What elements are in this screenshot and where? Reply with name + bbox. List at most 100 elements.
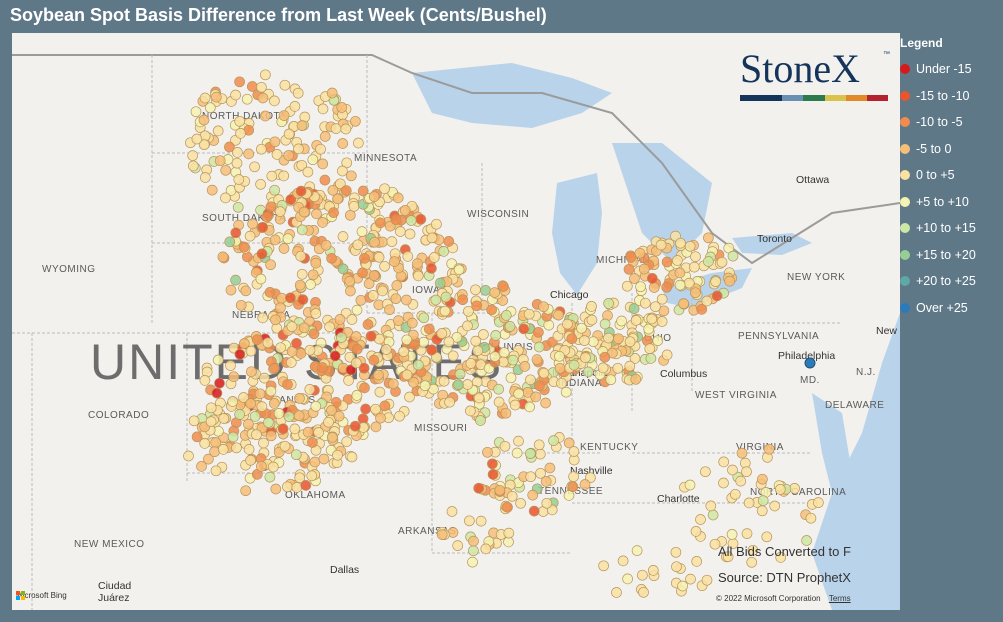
bid-point[interactable] bbox=[211, 387, 223, 399]
bid-point[interactable] bbox=[304, 344, 316, 356]
bid-point[interactable] bbox=[187, 150, 199, 161]
bid-point[interactable] bbox=[357, 185, 369, 197]
bid-point[interactable] bbox=[646, 273, 658, 284]
bid-point[interactable] bbox=[379, 260, 390, 272]
bid-point[interactable] bbox=[380, 344, 392, 355]
bid-point[interactable] bbox=[621, 280, 633, 292]
bid-point[interactable] bbox=[379, 400, 391, 412]
bid-point[interactable] bbox=[567, 481, 579, 493]
bid-point[interactable] bbox=[540, 397, 551, 409]
bid-point[interactable] bbox=[389, 256, 400, 267]
bid-point[interactable] bbox=[444, 396, 455, 408]
bid-point[interactable] bbox=[294, 279, 306, 291]
bid-point[interactable] bbox=[705, 500, 717, 512]
bid-point[interactable] bbox=[423, 323, 435, 335]
bid-point[interactable] bbox=[515, 497, 526, 509]
bid-point[interactable] bbox=[188, 415, 200, 427]
bid-point[interactable] bbox=[454, 368, 466, 380]
bid-point[interactable] bbox=[296, 224, 308, 236]
bid-point[interactable] bbox=[506, 490, 518, 502]
bid-point[interactable] bbox=[310, 257, 322, 269]
bid-point[interactable] bbox=[747, 544, 759, 556]
bid-point[interactable] bbox=[523, 308, 535, 320]
bid-point[interactable] bbox=[447, 350, 459, 362]
bid-point[interactable] bbox=[674, 267, 686, 279]
bid-point[interactable] bbox=[346, 451, 358, 463]
bid-point[interactable] bbox=[525, 471, 537, 483]
legend-item[interactable]: 0 to +5 bbox=[900, 162, 1003, 189]
bid-point[interactable] bbox=[541, 497, 553, 509]
bid-point[interactable] bbox=[183, 450, 194, 462]
bid-point[interactable] bbox=[587, 336, 599, 348]
bid-point[interactable] bbox=[576, 322, 587, 334]
bid-point[interactable] bbox=[302, 426, 314, 438]
bid-point[interactable] bbox=[224, 141, 235, 153]
bid-point[interactable] bbox=[718, 456, 730, 468]
bid-point[interactable] bbox=[234, 115, 246, 127]
bid-point[interactable] bbox=[240, 285, 252, 297]
bid-point[interactable] bbox=[317, 103, 329, 115]
bid-point[interactable] bbox=[645, 353, 657, 364]
bid-point[interactable] bbox=[294, 393, 305, 404]
legend-item[interactable]: +20 to +25 bbox=[900, 268, 1003, 295]
bid-point[interactable] bbox=[540, 476, 552, 487]
bid-point[interactable] bbox=[470, 335, 482, 347]
bid-point[interactable] bbox=[283, 150, 295, 161]
bid-point[interactable] bbox=[493, 396, 505, 408]
bid-point[interactable] bbox=[489, 351, 501, 362]
legend-item[interactable]: Under -15 bbox=[900, 56, 1003, 83]
bid-point[interactable] bbox=[703, 232, 714, 244]
bid-point[interactable] bbox=[274, 206, 286, 217]
bid-point[interactable] bbox=[278, 110, 290, 121]
bid-point[interactable] bbox=[336, 102, 348, 113]
bid-point[interactable] bbox=[625, 251, 637, 263]
bid-point[interactable] bbox=[205, 402, 217, 414]
bid-point[interactable] bbox=[436, 529, 448, 540]
bid-point[interactable] bbox=[257, 312, 269, 324]
bid-point[interactable] bbox=[500, 407, 512, 419]
bid-point[interactable] bbox=[262, 337, 274, 349]
bid-point[interactable] bbox=[711, 290, 723, 302]
bid-point[interactable] bbox=[628, 303, 640, 314]
bid-point[interactable] bbox=[586, 301, 597, 312]
bid-point[interactable] bbox=[374, 386, 386, 398]
bid-point[interactable] bbox=[259, 110, 271, 122]
bid-point[interactable] bbox=[431, 218, 442, 230]
bid-point[interactable] bbox=[283, 411, 295, 422]
bid-point[interactable] bbox=[709, 538, 721, 550]
bid-point[interactable] bbox=[328, 207, 339, 218]
bid-point[interactable] bbox=[603, 332, 614, 344]
bid-point[interactable] bbox=[736, 447, 748, 459]
bid-point[interactable] bbox=[257, 92, 269, 104]
bid-point[interactable] bbox=[293, 143, 304, 155]
bid-point[interactable] bbox=[674, 279, 686, 291]
bid-point[interactable] bbox=[187, 160, 199, 172]
bid-point[interactable] bbox=[644, 343, 656, 355]
bid-point[interactable] bbox=[337, 263, 349, 275]
bid-point[interactable] bbox=[265, 430, 277, 442]
bid-point[interactable] bbox=[368, 270, 380, 281]
bid-point[interactable] bbox=[527, 489, 539, 501]
bid-point[interactable] bbox=[264, 471, 276, 483]
bid-point[interactable] bbox=[277, 423, 289, 435]
bid-point[interactable] bbox=[257, 221, 269, 233]
bid-point[interactable] bbox=[471, 300, 483, 312]
bid-point[interactable] bbox=[313, 427, 324, 438]
bid-point[interactable] bbox=[440, 291, 452, 303]
bid-point[interactable] bbox=[334, 178, 346, 190]
bid-point[interactable] bbox=[384, 304, 395, 316]
bid-point[interactable] bbox=[275, 302, 286, 314]
bid-point[interactable] bbox=[513, 388, 525, 400]
bid-point[interactable] bbox=[241, 93, 253, 105]
bid-point[interactable] bbox=[296, 268, 308, 280]
bid-point[interactable] bbox=[722, 551, 734, 563]
bid-point[interactable] bbox=[363, 278, 375, 289]
bid-point[interactable] bbox=[387, 378, 399, 390]
bid-point[interactable] bbox=[757, 495, 769, 506]
bid-point[interactable] bbox=[685, 573, 696, 585]
bid-point[interactable] bbox=[560, 386, 572, 398]
bid-point[interactable] bbox=[684, 240, 696, 252]
basis-map[interactable]: NORTH DAKOTA MINNESOTA SOUTH DAKOTA WISC… bbox=[12, 33, 900, 610]
bid-point[interactable] bbox=[533, 326, 544, 338]
bid-point[interactable] bbox=[227, 431, 239, 443]
